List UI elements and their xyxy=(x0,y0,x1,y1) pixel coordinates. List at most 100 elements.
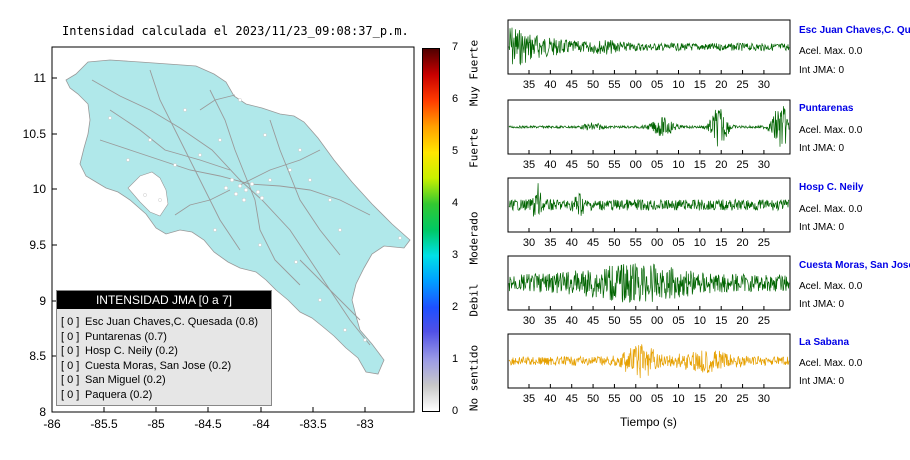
intensity-colorbar xyxy=(422,48,440,412)
waveform-panel: 30 35 40 45 50 55 00 05 10 15 20 25 xyxy=(507,255,791,327)
colorbar-word: Debil xyxy=(467,283,481,317)
legend-label: Hosp C. Neily (0.2) xyxy=(85,345,178,358)
x-tick-label: 50 xyxy=(587,159,599,171)
legend-label: San Miguel (0.2) xyxy=(85,374,166,387)
legend-label: Cuesta Moras, San Jose (0.2) xyxy=(85,359,232,372)
map-title: Intensidad calculada el 2023/11/23_09:08… xyxy=(62,24,409,38)
x-tick-label: 10 xyxy=(694,237,706,249)
lon-tick: -85.5 xyxy=(90,417,118,431)
x-tick-label: 45 xyxy=(587,315,599,327)
x-tick-label: 20 xyxy=(736,315,748,327)
station-name: Cuesta Moras, San Jose xyxy=(799,260,910,271)
x-tick-label: 10 xyxy=(672,159,684,171)
station-name: La Sabana xyxy=(799,337,850,348)
x-tick-label: 15 xyxy=(694,79,706,91)
x-tick-label: 00 xyxy=(630,79,642,91)
station-int: Int JMA: 0 xyxy=(799,299,845,310)
colorbar-tick: 5 xyxy=(452,145,459,157)
x-tick-label: 00 xyxy=(651,315,663,327)
legend-item: [ 0 ] Paquera (0.2) xyxy=(61,388,271,403)
waveform-trace xyxy=(508,263,790,303)
x-tick-label: 20 xyxy=(736,237,748,249)
colorbar-word: No sentido xyxy=(467,344,481,412)
x-tick-label: 00 xyxy=(630,393,642,405)
legend-badge: [ 0 ] xyxy=(61,316,80,328)
x-tick-label: 40 xyxy=(544,79,556,91)
legend-label: Esc Juan Chaves,C. Quesada (0.8) xyxy=(85,316,259,328)
station-accel: Acel. Max. 0.0 xyxy=(799,281,863,292)
legend-label: Paquera (0.2) xyxy=(85,388,153,401)
intensity-legend: INTENSIDAD JMA [0 a 7] [ 0 ] Esc Juan Cha… xyxy=(56,290,272,406)
x-tick-label: 50 xyxy=(608,237,620,249)
waveform-trace xyxy=(508,344,790,379)
x-tick-label: 30 xyxy=(758,393,770,405)
station-int: Int JMA: 0 xyxy=(799,65,845,76)
x-tick-label: 25 xyxy=(736,159,748,171)
legend-badge: [ 0 ] xyxy=(61,388,80,401)
station-accel: Acel. Max. 0.0 xyxy=(799,358,863,369)
x-tick-label: 10 xyxy=(672,393,684,405)
x-tick-label: 30 xyxy=(523,237,535,249)
station-name: Esc Juan Chaves,C. Quesada xyxy=(799,25,910,36)
x-tick-label: 55 xyxy=(608,79,620,91)
x-tick-label: 50 xyxy=(587,393,599,405)
x-tick-label: 35 xyxy=(523,79,535,91)
x-tick-label: 05 xyxy=(672,315,684,327)
x-tick-label: 35 xyxy=(523,159,535,171)
waveform-panel: 35 40 45 50 55 00 05 10 15 20 25 30 xyxy=(507,19,791,91)
legend-item: [ 0 ] San Miguel (0.2) xyxy=(61,373,271,388)
x-tick-label: 10 xyxy=(694,315,706,327)
x-tick-label: 15 xyxy=(694,159,706,171)
station-name: Hosp C. Neily xyxy=(799,182,864,193)
legend-item: [ 0 ] Puntarenas (0.7) xyxy=(61,330,271,345)
x-tick-label: 40 xyxy=(566,315,578,327)
station-accel: Acel. Max. 0.0 xyxy=(799,125,863,136)
legend-badge: [ 0 ] xyxy=(61,359,80,372)
legend-label: Puntarenas (0.7) xyxy=(85,330,167,343)
lat-tick: 9.5 xyxy=(29,238,46,252)
colorbar-word: Moderado xyxy=(467,211,481,265)
x-tick-label: 00 xyxy=(630,159,642,171)
colorbar-tick: 6 xyxy=(452,93,459,105)
station-int: Int JMA: 0 xyxy=(799,143,845,154)
lat-tick: 10 xyxy=(33,182,47,196)
legend-item: [ 0 ] Cuesta Moras, San Jose (0.2) xyxy=(61,359,271,374)
x-tick-label: 55 xyxy=(630,237,642,249)
x-tick-label: 15 xyxy=(694,393,706,405)
waveform-trace xyxy=(508,27,790,66)
x-tick-label: 25 xyxy=(758,315,770,327)
x-tick-label: 15 xyxy=(715,315,727,327)
lat-tick: 8 xyxy=(39,405,46,419)
x-tick-label: 05 xyxy=(672,237,684,249)
x-tick-label: 40 xyxy=(544,159,556,171)
legend-badge: [ 0 ] xyxy=(61,330,80,343)
colorbar-word: Fuerte xyxy=(467,128,481,168)
x-tick-label: 25 xyxy=(736,393,748,405)
colorbar-tick: 7 xyxy=(452,41,459,53)
x-tick-label: 35 xyxy=(544,315,556,327)
x-tick-label: 05 xyxy=(651,159,663,171)
x-tick-label: 35 xyxy=(523,393,535,405)
colorbar-tick: 3 xyxy=(452,249,459,261)
waveform-trace xyxy=(508,106,790,147)
x-tick-label: 25 xyxy=(758,237,770,249)
station-int: Int JMA: 0 xyxy=(799,222,845,233)
waveform-panel: 35 40 45 50 55 00 05 10 15 20 25 30 xyxy=(507,99,791,171)
legend-item: [ 0 ] Hosp C. Neily (0.2) xyxy=(61,344,271,359)
colorbar-word: Muy Fuerte xyxy=(467,39,481,107)
x-tick-label: 10 xyxy=(672,79,684,91)
x-tick-label: 05 xyxy=(651,79,663,91)
legend-item: [ 0 ] Esc Juan Chaves,C. Quesada (0.8) xyxy=(61,315,271,330)
x-tick-label: 20 xyxy=(715,159,727,171)
x-tick-label: 50 xyxy=(608,315,620,327)
lat-tick: 9 xyxy=(39,294,46,308)
lon-tick: -84 xyxy=(252,417,270,431)
legend-badge: [ 0 ] xyxy=(61,374,80,387)
station-int: Int JMA: 0 xyxy=(799,376,845,387)
lat-tick: 10.5 xyxy=(23,127,47,141)
colorbar-tick: 0 xyxy=(452,405,459,417)
lon-tick: -83 xyxy=(356,417,374,431)
x-tick-label: 40 xyxy=(566,237,578,249)
x-axis-label: Tiempo (s) xyxy=(620,415,677,429)
lat-tick: 11 xyxy=(34,71,47,85)
